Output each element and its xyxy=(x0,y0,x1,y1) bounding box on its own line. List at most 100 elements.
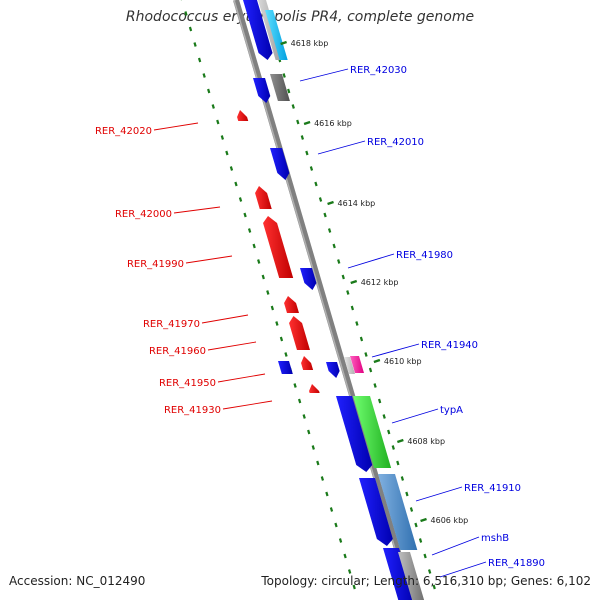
outer-tick-dot xyxy=(405,491,409,497)
gene-label: RER_41970 xyxy=(143,319,200,330)
inner-tick-dot xyxy=(247,228,252,233)
inner-tick-dot xyxy=(279,336,284,342)
gene-label: RER_42000 xyxy=(115,209,172,220)
inner-tick-dot xyxy=(297,398,302,404)
inner-tick-dot xyxy=(220,135,225,140)
scale-tick xyxy=(420,517,427,523)
gene-feature-forward xyxy=(359,478,393,546)
gene-feature-forward xyxy=(270,148,290,180)
gene-label: RER_42020 xyxy=(95,126,152,137)
gene-label: RER_41980 xyxy=(396,250,453,261)
gene-feature-forward xyxy=(378,474,418,550)
inner-tick-dot xyxy=(197,57,202,63)
inner-tick-dot xyxy=(211,104,215,109)
gene-label: RER_41950 xyxy=(159,378,216,389)
scale-tick xyxy=(327,200,334,206)
scale-label: 4610 kbp xyxy=(384,357,422,366)
outer-tick-dot xyxy=(337,259,341,264)
scale-tick xyxy=(280,40,288,46)
inner-tick-dot xyxy=(238,197,243,202)
gene-label: RER_41990 xyxy=(127,259,184,270)
outer-tick-dot xyxy=(341,274,345,280)
gene-feature-reverse xyxy=(237,110,249,121)
inner-tick-dot xyxy=(216,119,220,125)
inner-tick-dot xyxy=(234,181,238,187)
gene-feature-forward xyxy=(344,357,355,374)
inner-tick-dot xyxy=(252,243,256,249)
gene-feature-forward xyxy=(270,74,290,101)
outer-tick-dot xyxy=(373,383,377,388)
gene-label-leader xyxy=(207,341,257,351)
inner-tick-dot xyxy=(329,507,334,512)
inner-tick-dot xyxy=(343,553,347,559)
outer-tick-dot xyxy=(296,119,300,125)
outer-tick-dot xyxy=(318,197,323,202)
gene-label-leader xyxy=(185,255,233,264)
gene-feature-reverse xyxy=(301,356,314,370)
gene-feature-forward xyxy=(336,396,373,472)
scale-tick xyxy=(373,358,381,364)
scale-label: 4618 kbp xyxy=(291,39,329,48)
inner-tick-dot xyxy=(225,150,229,156)
inner-tick-dot xyxy=(320,476,325,481)
inner-tick-dot xyxy=(338,538,343,543)
accession-text: Accession: NC_012490 xyxy=(9,574,146,588)
inner-tick-dot xyxy=(257,259,261,264)
gene-feature-forward xyxy=(278,361,293,374)
gene-label: RER_41890 xyxy=(488,558,545,569)
gene-label-leader xyxy=(431,536,480,556)
inner-tick-dot xyxy=(325,491,329,497)
gene-feature-forward xyxy=(326,362,340,378)
outer-tick-dot xyxy=(327,228,332,233)
gene-label-leader xyxy=(391,408,439,424)
inner-tick-dot xyxy=(270,305,275,311)
gene-feature-reverse xyxy=(255,186,272,209)
inner-tick-dot xyxy=(188,26,193,32)
gene-label-leader xyxy=(317,140,366,155)
gene-feature-reverse xyxy=(284,296,299,313)
inner-tick-dot xyxy=(184,11,188,16)
outer-tick-dot xyxy=(418,538,423,543)
scale-label: 4616 kbp xyxy=(314,119,352,128)
gene-label-leader xyxy=(299,68,349,82)
inner-tick-dot xyxy=(202,73,206,78)
inner-tick-dot xyxy=(347,569,352,574)
gene-feature-forward xyxy=(383,548,415,600)
gene-label-leader xyxy=(153,122,199,131)
inner-tick-dot xyxy=(266,290,270,295)
outer-tick-dot xyxy=(287,88,291,94)
outer-tick-dot xyxy=(427,569,432,574)
outer-tick-dot xyxy=(423,553,427,559)
outer-tick-dot xyxy=(355,321,359,326)
outer-tick-dot xyxy=(391,445,395,450)
outer-tick-dot xyxy=(350,305,355,311)
gene-feature-forward xyxy=(353,396,392,468)
inner-tick-dot xyxy=(311,445,315,450)
inner-tick-dot xyxy=(243,212,247,218)
scale-labels: 4618 kbp 4616 kbp 4614 kbp 4612 kbp 4610 kbp… xyxy=(280,39,468,525)
gene-feature-forward xyxy=(265,10,288,60)
gene-label-leader xyxy=(217,373,266,383)
outer-tick-dot xyxy=(346,290,350,295)
map-title: Rhodococcus erythropolis PR4, complete g… xyxy=(125,9,475,25)
gene-labels: RER_42020 RER_42000 RER_41990 RER_41970 RER_… xyxy=(95,65,545,578)
summary-text: Topology: circular; Length: 6,516,310 bp… xyxy=(261,574,591,588)
inner-tick-dot xyxy=(229,166,234,171)
gene-feature-forward xyxy=(398,552,425,600)
gene-label-leader xyxy=(173,206,221,214)
gene-label: RER_42030 xyxy=(350,65,407,76)
gene-feature-forward xyxy=(243,0,273,60)
gene-feature-reverse xyxy=(289,316,310,350)
inner-tick-dot xyxy=(307,429,311,435)
outer-tick-dot xyxy=(382,414,386,419)
gene-features xyxy=(237,0,425,600)
inner-tick-dot xyxy=(193,42,197,47)
gene-label-leader xyxy=(415,486,463,502)
outer-tick-dot xyxy=(291,104,295,109)
gene-feature-forward xyxy=(253,78,271,103)
outer-tick-dot xyxy=(314,181,318,187)
inner-tick-dot xyxy=(352,584,356,590)
outer-tick-dot xyxy=(300,135,305,140)
gene-label-leader xyxy=(439,561,487,578)
